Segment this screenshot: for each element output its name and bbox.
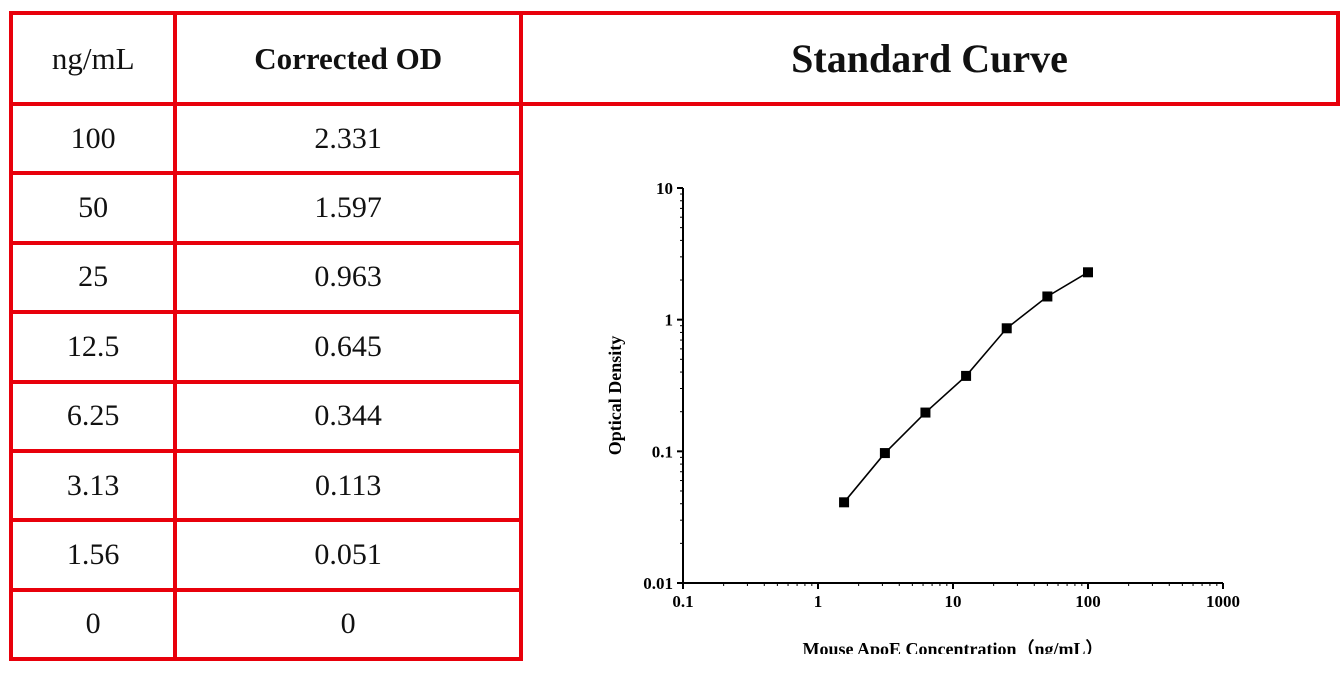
table-row: 3.13 0.113	[8, 448, 1338, 523]
data-point-marker	[1082, 267, 1093, 278]
table-row: 6.25 0.344	[8, 379, 1338, 453]
data-table: ng/mL Corrected OD Standard Curve 100 2.…	[8, 11, 1340, 662]
od-cell: 0.113	[173, 448, 523, 523]
od-cell: 2.331	[173, 101, 523, 176]
data-point-marker	[839, 497, 850, 508]
concentration-cell: 50	[8, 171, 178, 245]
od-cell: 1.597	[173, 171, 523, 245]
y-tick-label: 10	[656, 179, 673, 198]
od-cell: 0.963	[173, 240, 523, 315]
y-axis-label: Optical Density	[605, 336, 625, 456]
table-row: 25 0.963	[8, 240, 1338, 315]
data-point-marker	[961, 370, 972, 381]
y-tick-label: 1	[664, 311, 673, 330]
concentration-cell: 1.56	[8, 518, 178, 592]
concentration-cell: 0	[8, 587, 178, 662]
header-corrected-od: Corrected OD	[173, 11, 523, 106]
od-cell: 0	[173, 587, 523, 662]
table-row: 12.5 0.645	[8, 310, 1338, 384]
x-axis-label: Mouse ApoE Concentration（ng/mL）	[802, 639, 1103, 654]
od-cell: 0.344	[173, 379, 523, 453]
x-tick-label: 10	[944, 592, 961, 611]
od-cell: 0.645	[173, 310, 523, 384]
panel-title: Standard Curve	[518, 11, 1340, 106]
chart-cell: 0.1 1 10 100 1000 0.01 0.1 1 10 Mouse ApoE Concen…	[518, 102, 1338, 659]
concentration-cell: 100	[8, 101, 178, 176]
y-tick-label: 0.01	[643, 574, 673, 593]
table-header-row: ng/mL Corrected OD Standard Curve	[8, 11, 1340, 106]
data-point-marker	[1042, 291, 1053, 302]
x-tick-label: 1000	[1206, 592, 1240, 611]
concentration-cell: 3.13	[8, 448, 178, 523]
data-point-marker	[1001, 323, 1012, 334]
y-tick-label: 0.1	[652, 442, 673, 461]
x-tick-label: 100	[1075, 592, 1101, 611]
concentration-cell: 6.25	[8, 379, 178, 453]
data-point-marker	[879, 448, 890, 459]
x-tick-label: 0.1	[672, 592, 693, 611]
table-row: 1.56 0.051	[8, 518, 1338, 592]
header-concentration: ng/mL	[8, 11, 178, 106]
concentration-cell: 25	[8, 240, 178, 315]
series-line	[843, 271, 1089, 503]
x-tick-label: 1	[814, 592, 823, 611]
data-point-marker	[920, 407, 931, 418]
table-row: 50 1.597	[8, 171, 1338, 245]
concentration-cell: 12.5	[8, 310, 178, 384]
od-cell: 0.051	[173, 518, 523, 592]
table-row: 100 2.331 0.1 1 10 100 1000 0.01 0.1 1 10 Mouse A…	[8, 101, 1338, 659]
table-row: 0 0	[8, 587, 1338, 662]
